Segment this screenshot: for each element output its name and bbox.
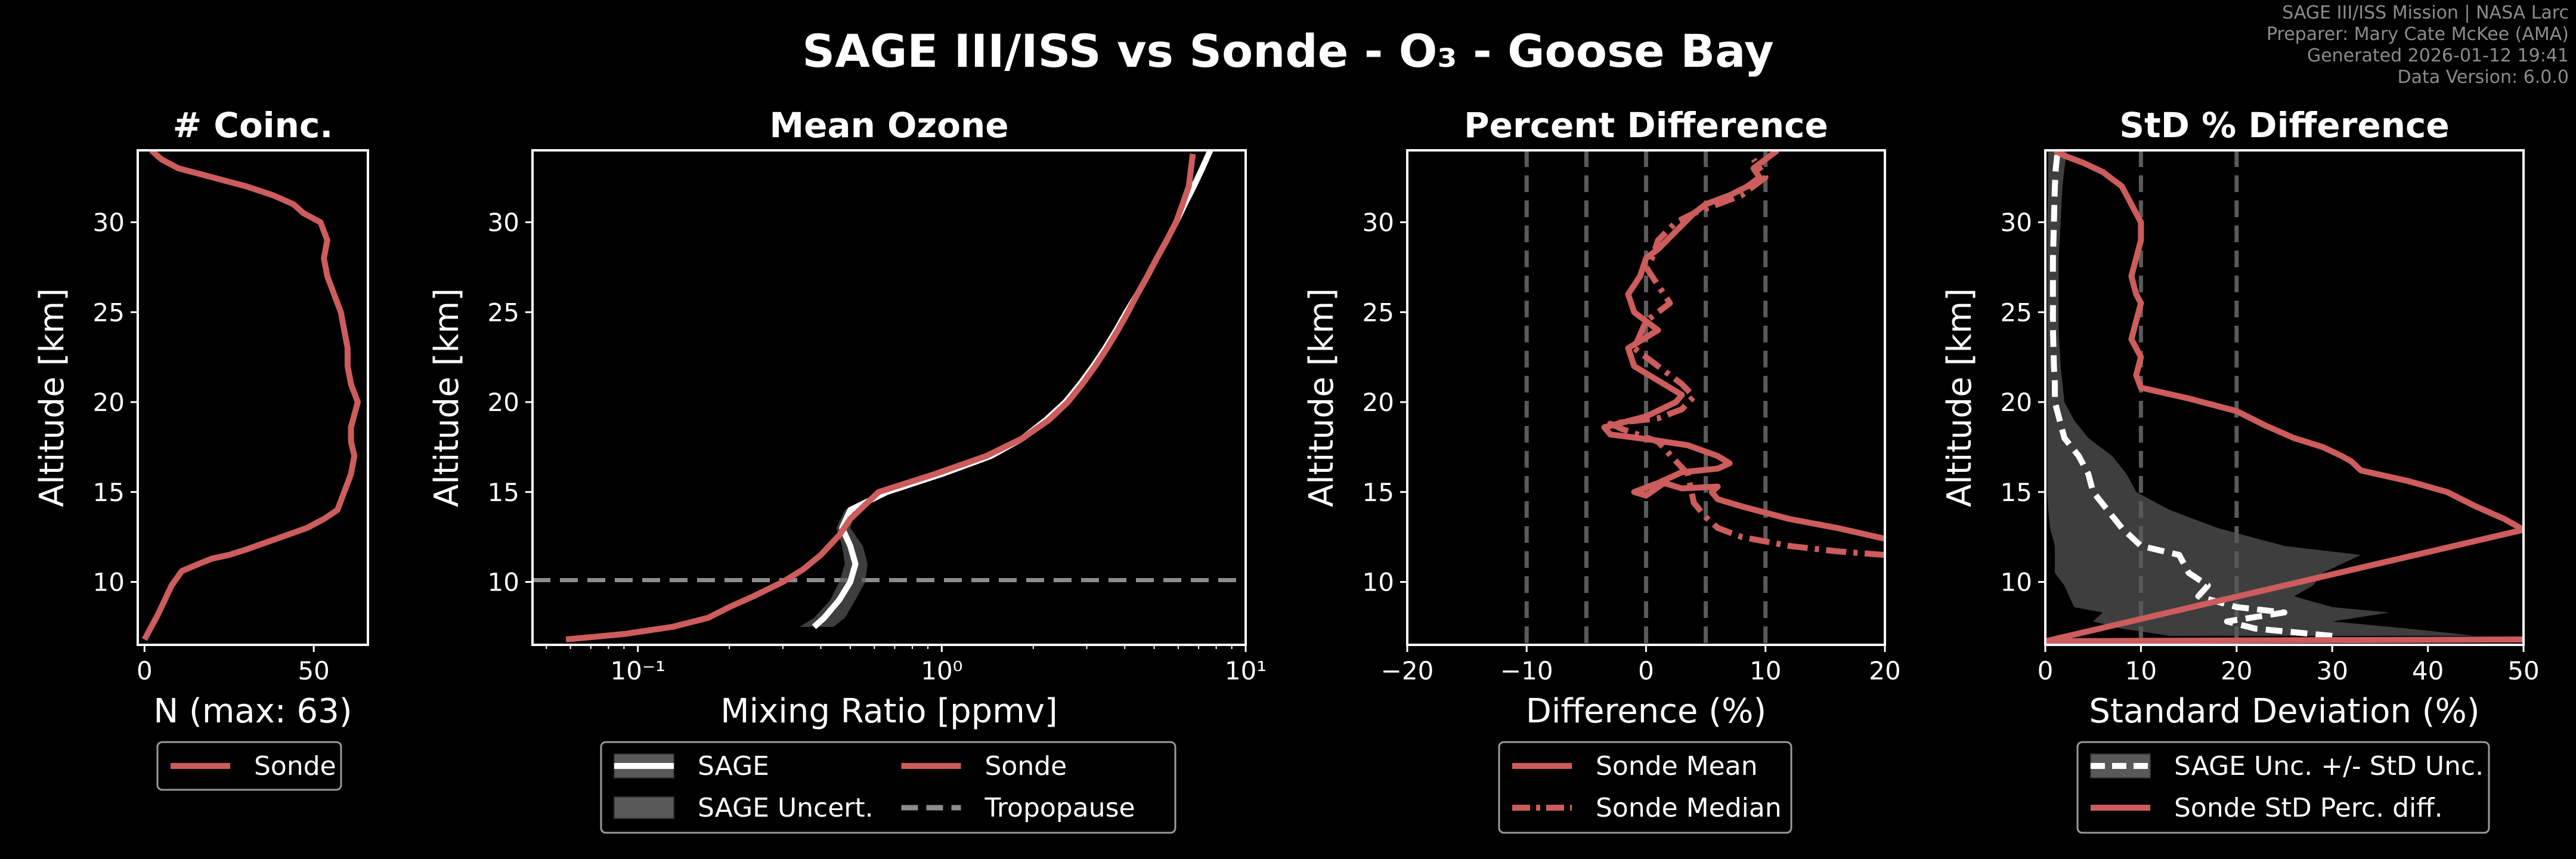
std-legend-label-1: Sonde StD Perc. diff.	[2174, 793, 2443, 823]
credit-line-version: Data Version: 6.0.0	[2397, 67, 2569, 88]
std-xtick-label-4: 40	[2412, 656, 2444, 685]
coinc-axes-frame	[137, 149, 369, 646]
std-ytick-label-4: 30	[2001, 208, 2032, 237]
pdiff-xtick-label-4: 20	[1869, 656, 1900, 685]
std-title: StD % Difference	[2119, 105, 2449, 146]
pdiff-ylabel: Altitude [km]	[1302, 288, 1341, 507]
mean-ytick-label-1: 15	[488, 478, 519, 507]
coinc-legend-box	[156, 741, 342, 791]
mean-legend-box	[600, 741, 1176, 834]
mean-xlabel: Mixing Ratio [ppmv]	[720, 692, 1057, 731]
coinc-ytick-label-0: 10	[93, 567, 125, 597]
std-ytick-label-1: 15	[2001, 478, 2032, 507]
pdiff-legend-box	[1498, 741, 1792, 834]
pdiff-ytick-label-2: 20	[1363, 388, 1394, 417]
std-panel: StD % Difference 0 10 20 30 40 50 10 15 20 25 30 Sta…	[1940, 105, 2540, 834]
credit-line-generated: Generated 2026-01-12 19:41	[2306, 45, 2569, 66]
coinc-title: # Coinc.	[173, 105, 333, 146]
std-xtick-label-0: 0	[2038, 656, 2054, 685]
mean-legend-label-0: SAGE	[698, 751, 769, 781]
std-axes-frame	[2044, 149, 2525, 646]
std-xtick-label-1: 10	[2125, 656, 2157, 685]
pdiff-plot-area	[1524, 150, 1885, 645]
coinc-ytick-label-2: 20	[93, 388, 125, 417]
mean-xtick-label-0: 10⁻¹	[611, 656, 665, 685]
pdiff-ytick-label-0: 10	[1363, 567, 1394, 597]
pdiff-series-line-0	[1601, 150, 1885, 542]
std-legend-label-0: SAGE Unc. +/- StD Unc.	[2174, 751, 2484, 781]
pdiff-xtick-label-2: 0	[1638, 656, 1654, 685]
pdiff-ytick-label-3: 25	[1363, 298, 1394, 327]
std-ytick-label-2: 20	[2001, 388, 2032, 417]
std-xlabel: Standard Deviation (%)	[2089, 692, 2479, 731]
mean-uncert-band-0	[799, 150, 1212, 627]
mean-series-line-1	[565, 153, 1196, 642]
mean-plot-area	[532, 150, 1246, 642]
coinc-ylabel: Altitude [km]	[33, 288, 72, 507]
mean-ytick-label-3: 25	[488, 298, 519, 327]
pdiff-ytick-label-1: 15	[1363, 478, 1394, 507]
coinc-ytick-label-4: 30	[93, 208, 125, 237]
coinc-xtick-label-0: 0	[137, 656, 153, 685]
coinc-plot-area	[141, 150, 361, 641]
std-ytick-label-3: 25	[2001, 298, 2032, 327]
mean-ytick-label-4: 30	[488, 208, 519, 237]
pdiff-panel: Percent Difference −20 −10 0 10 20 10 15 20 25 30 D…	[1302, 105, 1901, 834]
mean-panel: Mean Ozone 10⁻¹ 10⁰ 10¹ 10 15 20 25 30 Mixing Rat…	[428, 105, 1267, 834]
mean-legend-swatch-2	[614, 796, 674, 819]
std-xtick-label-2: 20	[2221, 656, 2252, 685]
std-xtick-label-5: 50	[2507, 656, 2539, 685]
coinc-series-line-0	[141, 150, 361, 641]
plots-group: # Coinc. 0 50 10 15 20 25 30 N (max: 63) Altitude…	[33, 105, 2540, 834]
credit-line-mission: SAGE III/ISS Mission | NASA Larc	[2282, 2, 2569, 23]
std-plot-area	[2045, 150, 2524, 645]
pdiff-xtick-label-0: −20	[1381, 656, 1434, 685]
mean-xtick-label-2: 10¹	[1225, 656, 1267, 685]
mean-xtick-label-1: 10⁰	[921, 656, 962, 685]
mean-ytick-label-0: 10	[488, 567, 519, 597]
coinc-xtick-label-1: 50	[298, 656, 329, 685]
pdiff-ytick-label-4: 30	[1363, 208, 1394, 237]
std-ylabel: Altitude [km]	[1940, 288, 1979, 507]
std-legend-box	[2076, 741, 2490, 834]
credits-block: SAGE III/ISS Mission | NASA Larc Prepare…	[2267, 2, 2569, 88]
mean-legend-label-3: Tropopause	[984, 793, 1135, 823]
mean-legend-label-2: SAGE Uncert.	[698, 793, 874, 823]
coinc-ytick-label-1: 15	[93, 478, 125, 507]
pdiff-xtick-label-3: 10	[1750, 656, 1781, 685]
std-uncert-band-0	[2047, 150, 2476, 636]
std-xtick-label-3: 30	[2316, 656, 2348, 685]
coinc-xlabel: N (max: 63)	[153, 692, 352, 731]
figure-title: SAGE III/ISS vs Sonde - O₃ - Goose Bay	[802, 24, 1773, 78]
credit-line-preparer: Preparer: Mary Cate McKee (AMA)	[2266, 24, 2569, 45]
pdiff-series-line-1	[1607, 157, 1885, 558]
pdiff-xlabel: Difference (%)	[1526, 692, 1766, 731]
coinc-legend-label-0: Sonde	[254, 751, 336, 781]
mean-legend-label-1: Sonde	[985, 751, 1067, 781]
coinc-ytick-label-3: 25	[93, 298, 125, 327]
coinc-panel: # Coinc. 0 50 10 15 20 25 30 N (max: 63) Altitude…	[33, 105, 369, 791]
pdiff-legend-label-0: Sonde Mean	[1596, 751, 1758, 781]
std-ytick-label-0: 10	[2001, 567, 2032, 597]
pdiff-xtick-label-1: −10	[1500, 656, 1553, 685]
mean-title: Mean Ozone	[769, 105, 1008, 146]
mean-ytick-label-2: 20	[488, 388, 519, 417]
mean-axes-frame	[531, 149, 1247, 646]
mean-ylabel: Altitude [km]	[428, 288, 466, 507]
pdiff-legend-label-1: Sonde Median	[1596, 793, 1782, 823]
std-series-line-1	[2045, 150, 2524, 644]
std-series-line-0	[2049, 150, 2333, 639]
pdiff-title: Percent Difference	[1464, 105, 1828, 146]
